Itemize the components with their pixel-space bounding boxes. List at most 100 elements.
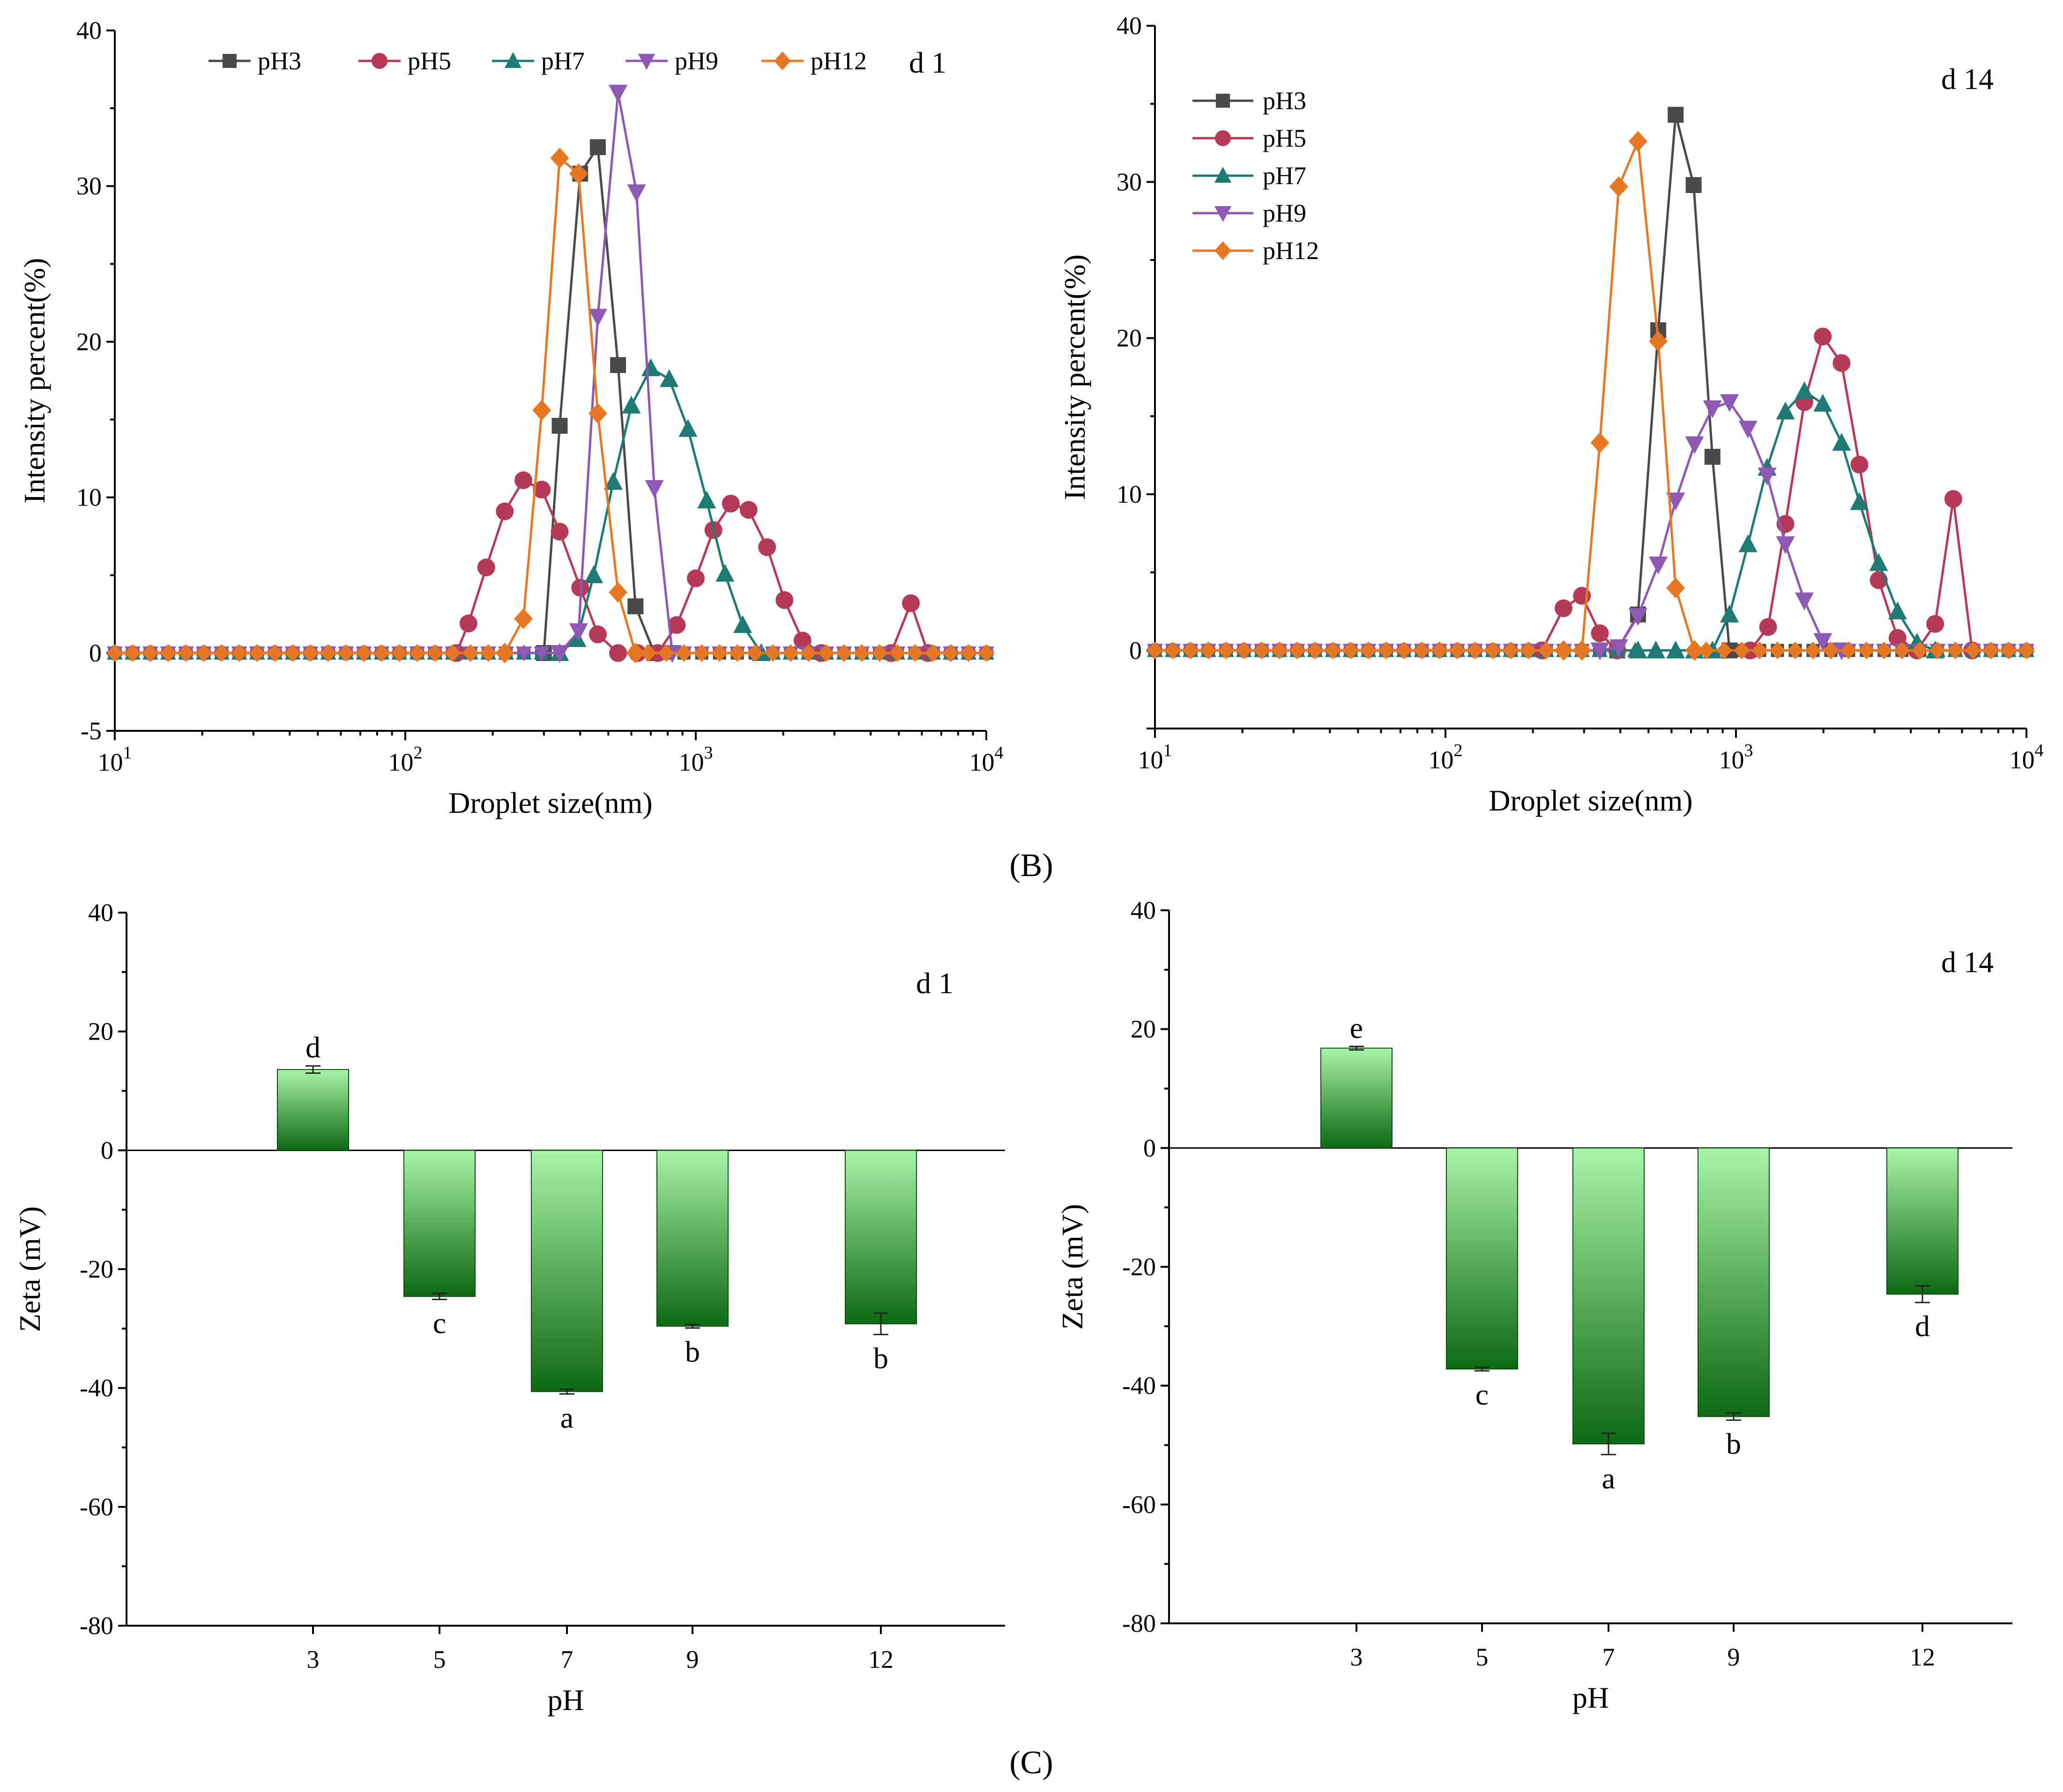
series-pH12 [1147,131,2034,661]
y-tick-label: 10 [76,483,102,512]
data-point [1850,455,1869,474]
x-tick-label: 12 [1910,1643,1935,1671]
legend-label: pH5 [1263,124,1306,152]
data-point [1236,641,1252,660]
y-tick-label: -80 [80,1612,113,1640]
data-point [1813,394,1832,412]
data-point [800,644,817,662]
series-pH9 [107,84,994,663]
data-point [782,644,799,662]
y-tick-label: 0 [1143,1134,1156,1162]
data-point [1738,534,1758,552]
data-point [626,642,645,663]
data-point [774,52,791,70]
data-point [480,644,497,662]
y-tick-label: -60 [80,1493,113,1521]
data-point [1646,640,1666,659]
data-point [765,644,781,662]
data-point [1704,449,1720,465]
data-point [1360,641,1377,660]
data-point [584,565,603,583]
data-point [551,522,569,541]
series-pH9 [1147,394,2034,661]
data-point [445,644,461,662]
data-point [609,582,628,603]
data-point [1182,641,1199,660]
legend-label: pH12 [811,47,867,75]
data-point [902,594,920,612]
data-point [1685,436,1704,454]
chart-droplet-size-day1: -5 0 10 20 30 40 101 102 103 104 Droplet size(nm) I… [18,16,1004,819]
data-point [1554,640,1573,661]
data-point [889,644,906,662]
data-point [925,644,941,662]
data-point [160,644,176,662]
data-point [609,644,627,662]
legend-label: pH9 [1263,199,1306,227]
data-point [1503,641,1519,660]
bar-ph-12 [845,1150,917,1324]
data-point [142,644,158,662]
legend-item-pH12: pH12 [761,47,867,75]
data-point [1628,131,1647,152]
data-point [505,52,521,68]
data-point [1698,641,1714,660]
series-line [1155,334,2026,652]
data-point [514,471,533,490]
series-pH3 [108,139,993,661]
data-point [477,558,495,577]
data-point [1759,618,1777,636]
panel-label-c: (C) [1009,1745,1053,1781]
x-tick-label: 3 [1350,1643,1363,1671]
data-point [1738,421,1758,439]
data-point [1805,641,1821,660]
data-point [1666,578,1685,598]
data-point [569,623,588,641]
significance-letter: e [1350,1011,1363,1044]
data-point [1776,402,1795,420]
y-tick-label: -5 [81,717,102,745]
y-tick-label: 0 [101,1136,113,1164]
data-point [462,644,479,662]
data-point [1795,381,1814,399]
data-point [1590,432,1609,453]
data-point [213,644,230,662]
data-point [660,369,679,387]
data-point [758,538,776,556]
legend-item-pH5: pH5 [358,47,451,75]
data-point [1218,641,1234,660]
data-point [1666,492,1685,511]
data-point [1214,167,1231,183]
legend-label: pH3 [1263,87,1306,115]
data-point [1628,608,1647,626]
data-point [427,644,443,662]
data-point [1869,553,1888,571]
data-point [1751,641,1768,660]
data-point [627,598,644,615]
data-point [551,417,568,434]
data-point [124,644,141,662]
data-point [1685,640,1704,661]
data-point [372,53,387,69]
data-point [320,644,336,662]
legend-item-pH3: pH3 [209,47,301,75]
x-tick-label: 102 [1429,741,1463,774]
x-tick-label: 104 [969,743,1004,776]
data-point [588,625,607,644]
legend-label: pH3 [258,47,301,75]
data-point [569,163,588,184]
chart-zeta-day14: -80 -60 -40 -20 0 20 40 pH Zeta (mV) d 14 3 e 5 c 7 a 9 b… [1056,896,2012,1714]
data-point [534,646,550,662]
x-tick-label: 5 [433,1645,446,1673]
data-point [1947,641,1964,660]
y-axis-label: Intensity percent(%) [1058,254,1091,500]
data-point [178,644,194,662]
legend-label: pH7 [541,47,585,75]
data-point [2018,641,2034,660]
data-point [1431,641,1448,660]
data-point [1590,642,1609,661]
data-point [1467,641,1483,660]
data-point [516,646,532,662]
data-point [1572,640,1592,661]
